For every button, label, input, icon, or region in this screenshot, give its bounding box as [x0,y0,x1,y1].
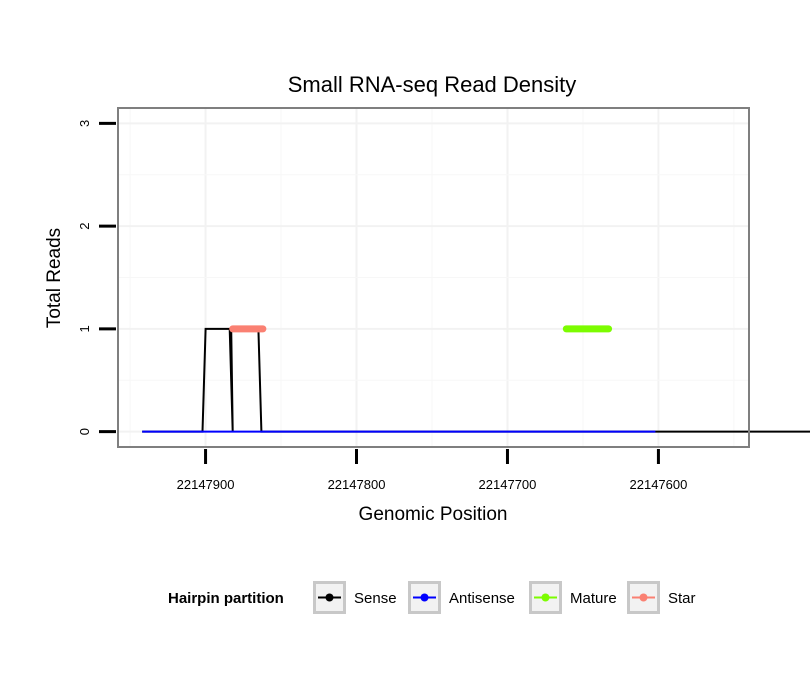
x-tick-label: 22147800 [328,477,386,492]
y-axis-title: Total Reads [44,228,65,328]
axes: 22147900 22147800 22147700 22147600 0 1 2 3 [77,120,687,492]
x-tick-label: 22147600 [630,477,688,492]
legend-label-mature: Mature [570,590,617,607]
legend: Hairpin partition Sense Antisense Mature St… [168,581,696,614]
legend-key-point [420,593,429,602]
legend-label-antisense: Antisense [449,590,515,607]
legend-label-sense: Sense [354,590,397,607]
x-tick-label: 22147700 [479,477,537,492]
x-axis-title: Genomic Position [359,504,508,525]
y-tick-label: 2 [77,223,92,230]
chart-title: Small RNA-seq Read Density [288,72,577,97]
legend-title: Hairpin partition [168,590,284,607]
legend-key-point [639,593,648,602]
y-tick-label: 3 [77,120,92,127]
y-tick-label: 1 [77,325,92,332]
legend-label-star: Star [668,590,696,607]
legend-key-point [325,593,334,602]
x-tick-label: 22147900 [177,477,235,492]
legend-key-point [541,593,550,602]
plot-border [117,107,750,448]
data-series [142,325,810,433]
y-tick-label: 0 [77,428,92,435]
